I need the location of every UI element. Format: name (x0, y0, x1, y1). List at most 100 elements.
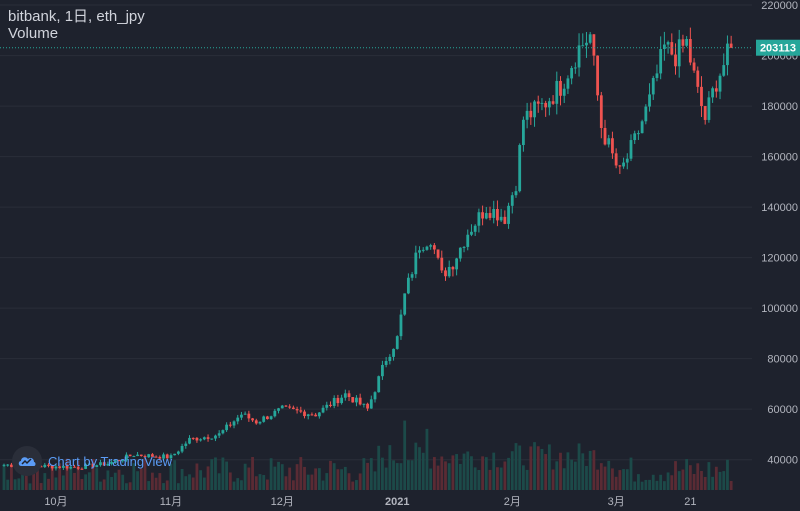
candle (507, 202, 510, 229)
candle (403, 293, 407, 316)
candle-body (184, 443, 188, 446)
volume-bar (581, 453, 585, 490)
candle-body (533, 101, 536, 118)
candle (273, 408, 277, 418)
candle-body (711, 88, 715, 98)
candle-body (147, 454, 151, 458)
candle-body (314, 414, 318, 417)
candle-body (670, 42, 674, 55)
candle (295, 406, 299, 414)
candle (544, 100, 548, 117)
volume-bar (369, 458, 373, 490)
volume-bar (47, 478, 50, 490)
candle-body (217, 433, 221, 436)
volume-bar (13, 479, 17, 490)
candle-body (243, 413, 247, 415)
candle (217, 430, 221, 438)
candle (69, 465, 73, 470)
price-axis-label: 140000 (761, 202, 798, 214)
time-axis-label: 12月 (271, 496, 294, 508)
candle-body (247, 413, 251, 419)
candle-body (618, 165, 622, 167)
candle (329, 401, 332, 408)
candle-body (132, 456, 136, 458)
candle-body (232, 421, 236, 426)
candle (299, 406, 303, 414)
candle (325, 401, 329, 411)
candle-body (228, 424, 232, 426)
candle-body (180, 445, 184, 452)
volume-bar (80, 479, 84, 490)
candle (418, 246, 421, 259)
candle-body (277, 408, 280, 411)
candle-body (440, 257, 444, 271)
volume-bar (718, 471, 722, 490)
candle (225, 422, 228, 432)
tradingview-watermark[interactable]: Chart by TradingView (12, 446, 172, 476)
candle-body (254, 420, 258, 424)
price-axis-label: 60000 (767, 404, 798, 416)
candle (585, 31, 588, 58)
candle (499, 208, 503, 222)
candle-body (666, 42, 670, 45)
candle (651, 75, 655, 100)
candle-body (106, 463, 110, 466)
candle (221, 429, 225, 435)
candle-body (206, 437, 210, 439)
candle-body (603, 127, 607, 145)
candle-body (674, 54, 677, 67)
candle (277, 407, 280, 414)
volume-bar (362, 458, 366, 490)
candle (707, 91, 711, 123)
candle (291, 405, 295, 410)
candle-body (151, 454, 154, 457)
candle-body (466, 234, 470, 247)
candle-body (477, 212, 481, 226)
volume-bar (655, 480, 659, 490)
candle (243, 411, 247, 415)
volume-bar (151, 472, 154, 490)
candle-body (121, 460, 125, 462)
volume-bar (633, 481, 637, 490)
candle (76, 465, 80, 471)
candle-body (80, 468, 84, 470)
candle-body (73, 466, 76, 468)
candle (306, 413, 310, 420)
candle (61, 465, 65, 470)
volume-bar (607, 460, 611, 490)
candle (692, 58, 696, 73)
candle-body (47, 464, 50, 466)
volume-bar (722, 471, 726, 490)
candle-body (392, 348, 395, 357)
volume-bar (266, 479, 269, 490)
candle-body (547, 101, 551, 108)
candle (232, 420, 236, 429)
volume-bar (611, 468, 614, 490)
volume-bar (496, 467, 499, 490)
volume-bar (128, 482, 132, 490)
candle-body (585, 42, 588, 46)
candle (577, 33, 581, 77)
volume-bar (73, 472, 76, 490)
candle-body (510, 195, 514, 206)
candle-body (384, 361, 388, 365)
candle-body (688, 38, 692, 63)
candle (162, 452, 165, 462)
volume-bar (688, 465, 692, 490)
candle-body (117, 460, 121, 462)
candle-body (291, 407, 295, 410)
volume-bar (358, 473, 362, 490)
candle-body (165, 454, 169, 459)
candle-body (599, 95, 603, 128)
volume-indicator-label[interactable]: Volume (8, 25, 59, 42)
candle (373, 391, 377, 403)
candle-body (306, 414, 310, 417)
candle-body (54, 466, 58, 469)
volume-bar (373, 471, 377, 490)
candle-body (447, 266, 451, 277)
volume-bar (39, 483, 43, 490)
candle-body (544, 102, 548, 108)
candle-body (321, 407, 325, 413)
